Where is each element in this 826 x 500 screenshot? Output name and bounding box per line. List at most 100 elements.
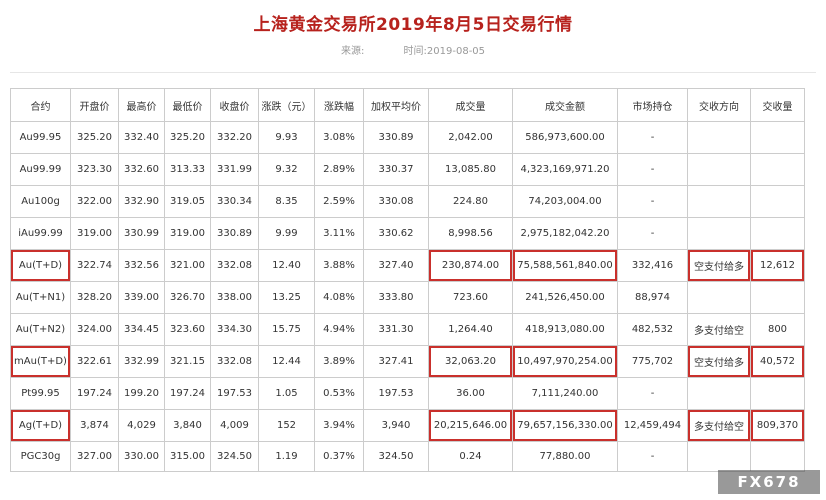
- cell-open-interest: 12,459,494: [617, 409, 688, 442]
- cell-weighted-avg: 197.53: [363, 377, 429, 410]
- cell-change-pct: 3.94%: [314, 409, 364, 442]
- cell-change-pct: 3.08%: [314, 121, 364, 154]
- cell-open: 328.20: [70, 281, 119, 314]
- cell-low: 321.00: [164, 249, 211, 282]
- cell-turnover: 77,880.00: [512, 441, 618, 472]
- cell-close: 338.00: [210, 281, 259, 314]
- table-row: Au99.95 325.20 332.40 325.20 332.20 9.93 3.08%…: [10, 121, 805, 154]
- cell-delivery-volume: [750, 121, 805, 154]
- cell-weighted-avg: 327.41: [363, 345, 429, 378]
- header-weighted-avg: 加权平均价: [363, 88, 429, 122]
- header-open: 开盘价: [70, 88, 119, 122]
- table-row: iAu99.99 319.00 330.99 319.00 330.89 9.99 3.11…: [10, 217, 805, 250]
- cell-change-pct: 3.88%: [314, 249, 364, 282]
- cell-delivery-volume: [750, 281, 805, 314]
- cell-open-interest: 88,974: [617, 281, 688, 314]
- cell-high: 332.99: [118, 345, 165, 378]
- cell-high: 199.20: [118, 377, 165, 410]
- cell-open: 197.24: [70, 377, 119, 410]
- cell-high: 330.00: [118, 441, 165, 472]
- cell-high: 4,029: [118, 409, 165, 442]
- table-row: mAu(T+D) 322.61 332.99 321.15 332.08 12.44 3.8…: [10, 345, 805, 378]
- cell-weighted-avg: 330.62: [363, 217, 429, 250]
- cell-turnover: 586,973,600.00: [512, 121, 618, 154]
- cell-delivery-direction: [687, 281, 751, 314]
- cell-volume: 20,215,646.00: [428, 409, 513, 442]
- time-value: 2019-08-05: [426, 46, 486, 57]
- cell-open: 327.00: [70, 441, 119, 472]
- cell-high: 330.99: [118, 217, 165, 250]
- fx678-watermark: FX678: [718, 470, 820, 494]
- cell-low: 321.15: [164, 345, 211, 378]
- table-row: Au(T+N1) 328.20 339.00 326.70 338.00 13.25 4.0…: [10, 281, 805, 314]
- cell-change: 15.75: [258, 313, 315, 346]
- cell-open-interest: 332,416: [617, 249, 688, 282]
- cell-delivery-direction: [687, 441, 751, 472]
- header-close: 收盘价: [210, 88, 259, 122]
- cell-change-pct: 3.89%: [314, 345, 364, 378]
- cell-high: 334.45: [118, 313, 165, 346]
- cell-change: 8.35: [258, 185, 315, 218]
- header-low: 最低价: [164, 88, 211, 122]
- cell-contract: PGC30g: [10, 441, 71, 472]
- cell-turnover: 418,913,080.00: [512, 313, 618, 346]
- cell-volume: 2,042.00: [428, 121, 513, 154]
- cell-low: 323.60: [164, 313, 211, 346]
- table-row: Au100g 322.00 332.90 319.05 330.34 8.35 2.59% 3…: [10, 185, 805, 218]
- divider: [10, 72, 816, 73]
- cell-delivery-volume: [750, 217, 805, 250]
- cell-contract: Au99.95: [10, 121, 71, 154]
- quotes-table: 合约 开盘价 最高价 最低价 收盘价 涨跌（元） 涨跌幅 加权平均价 成交量 成…: [10, 88, 805, 472]
- table-row: PGC30g 327.00 330.00 315.00 324.50 1.19 0.37% 3…: [10, 441, 805, 472]
- cell-open: 322.61: [70, 345, 119, 378]
- cell-low: 326.70: [164, 281, 211, 314]
- cell-contract: Ag(T+D): [10, 409, 71, 442]
- cell-delivery-direction: [687, 153, 751, 186]
- cell-close: 331.99: [210, 153, 259, 186]
- header-high: 最高价: [118, 88, 165, 122]
- table-row: Au(T+D) 322.74 332.56 321.00 332.08 12.40 3.88…: [10, 249, 805, 282]
- cell-open-interest: -: [617, 377, 688, 410]
- cell-volume: 1,264.40: [428, 313, 513, 346]
- cell-change: 9.32: [258, 153, 315, 186]
- cell-delivery-volume: [750, 441, 805, 472]
- header-turnover: 成交金额: [512, 88, 618, 122]
- header-change: 涨跌（元）: [258, 88, 315, 122]
- cell-change: 9.99: [258, 217, 315, 250]
- cell-delivery-volume: [750, 185, 805, 218]
- time-label: 时间:: [403, 46, 427, 57]
- cell-contract: Au100g: [10, 185, 71, 218]
- cell-low: 313.33: [164, 153, 211, 186]
- cell-change: 1.19: [258, 441, 315, 472]
- table-row: Au99.99 323.30 332.60 313.33 331.99 9.32 2.89%…: [10, 153, 805, 186]
- cell-contract: Au(T+N1): [10, 281, 71, 314]
- cell-open: 322.00: [70, 185, 119, 218]
- cell-volume: 8,998.56: [428, 217, 513, 250]
- cell-high: 332.40: [118, 121, 165, 154]
- cell-delivery-direction: 多支付给空: [687, 409, 751, 442]
- cell-open-interest: -: [617, 217, 688, 250]
- cell-high: 332.90: [118, 185, 165, 218]
- cell-contract: Au(T+N2): [10, 313, 71, 346]
- cell-open-interest: 482,532: [617, 313, 688, 346]
- header-change-pct: 涨跌幅: [314, 88, 364, 122]
- cell-change-pct: 4.08%: [314, 281, 364, 314]
- cell-turnover: 79,657,156,330.00: [512, 409, 618, 442]
- cell-contract: iAu99.99: [10, 217, 71, 250]
- table-row: Pt99.95 197.24 199.20 197.24 197.53 1.05 0.53%…: [10, 377, 805, 410]
- cell-low: 319.00: [164, 217, 211, 250]
- cell-close: 332.08: [210, 249, 259, 282]
- cell-open: 322.74: [70, 249, 119, 282]
- cell-volume: 13,085.80: [428, 153, 513, 186]
- cell-delivery-direction: [687, 185, 751, 218]
- cell-volume: 36.00: [428, 377, 513, 410]
- cell-open: 319.00: [70, 217, 119, 250]
- cell-weighted-avg: 333.80: [363, 281, 429, 314]
- cell-open-interest: -: [617, 153, 688, 186]
- cell-open-interest: -: [617, 121, 688, 154]
- cell-change-pct: 3.11%: [314, 217, 364, 250]
- source-label: 来源:: [340, 46, 365, 57]
- cell-change: 1.05: [258, 377, 315, 410]
- publish-time: 时间:2019-08-05: [404, 46, 486, 57]
- cell-volume: 230,874.00: [428, 249, 513, 282]
